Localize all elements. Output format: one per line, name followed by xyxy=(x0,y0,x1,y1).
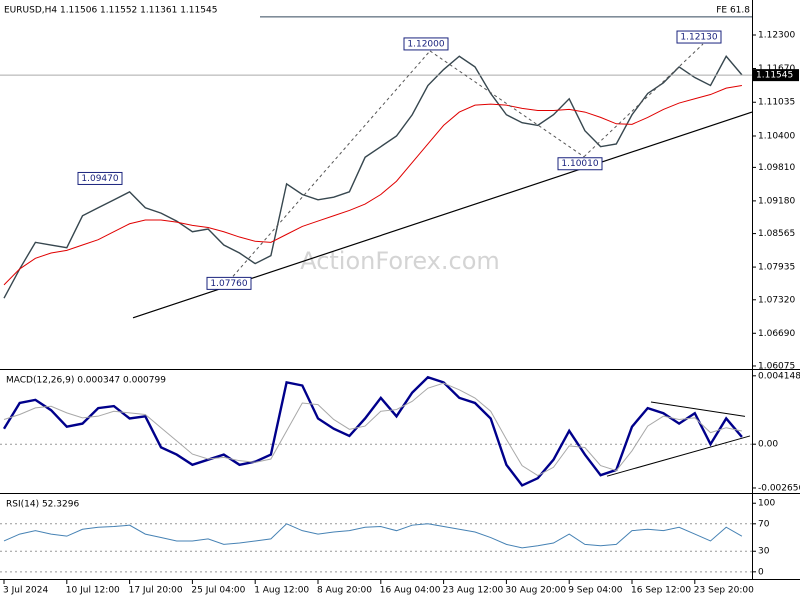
x-tick-label: 17 Jul 20:00 xyxy=(129,586,183,596)
trendline xyxy=(650,401,746,417)
x-tick-label: 30 Aug 20:00 xyxy=(505,586,566,596)
last-price-label: 1.11545 xyxy=(756,71,793,81)
annotation-box xyxy=(77,171,123,185)
y-tick-label: 1.09810 xyxy=(758,163,795,173)
series-line xyxy=(2,375,743,487)
y-tick-label: 1.06075 xyxy=(758,361,795,371)
y-tick-label: 70 xyxy=(758,519,770,529)
y-tick-label: 1.08565 xyxy=(758,229,795,239)
series-line xyxy=(3,85,742,286)
y-tick-label: 0.004148 xyxy=(758,371,800,381)
series-line xyxy=(3,382,743,477)
series-line xyxy=(3,55,743,299)
y-tick-label: -0.002656 xyxy=(758,483,800,493)
x-tick-label: 23 Sep 20:00 xyxy=(694,586,754,596)
y-tick-label: 30 xyxy=(758,547,770,557)
annotation-label: 1.12000 xyxy=(407,39,444,49)
y-tick-label: 1.10400 xyxy=(758,132,795,142)
x-tick-label: 23 Aug 12:00 xyxy=(443,586,504,596)
y-tick-label: 1.11035 xyxy=(758,98,795,108)
annotation-box xyxy=(557,157,603,171)
x-tick-label: 3 Jul 2024 xyxy=(3,586,48,596)
y-tick-label: 100 xyxy=(758,499,775,509)
x-tick-label: 9 Sep 04:00 xyxy=(568,586,623,596)
y-tick-label: 1.12300 xyxy=(758,30,795,40)
annotation-label: 1.10010 xyxy=(561,159,598,169)
y-tick-label: 1.07320 xyxy=(758,295,795,305)
x-tick-label: 10 Jul 12:00 xyxy=(66,586,120,596)
x-tick-label: 8 Aug 20:00 xyxy=(317,586,372,596)
x-tick-label: 1 Aug 12:00 xyxy=(254,586,309,596)
x-tick-label: 16 Sep 12:00 xyxy=(631,586,691,596)
y-tick-label: 1.09180 xyxy=(758,196,795,206)
panel-title: RSI(14) 52.3296 xyxy=(6,500,79,510)
fe-label: FE 61.8 xyxy=(716,5,750,15)
swing-line xyxy=(232,50,431,277)
swing-line xyxy=(429,50,585,158)
y-tick-label: 1.11670 xyxy=(758,64,795,74)
series-line xyxy=(3,523,743,549)
y-tick-label: 0.00 xyxy=(758,440,778,450)
annotation-box xyxy=(403,37,449,51)
annotation-label: 1.09470 xyxy=(81,174,118,184)
x-tick-label: 25 Jul 04:00 xyxy=(191,586,245,596)
watermark: ActionForex.com xyxy=(300,247,500,275)
header: EURUSD,H4 1.11506 1.11552 1.11361 1.1154… xyxy=(4,6,217,16)
x-tick-label: 16 Aug 04:00 xyxy=(380,586,441,596)
panel-title: MACD(12,26,9) 0.000347 0.000799 xyxy=(6,376,166,386)
y-tick-label: 0 xyxy=(758,567,764,577)
annotation-box xyxy=(206,276,252,290)
y-tick-label: 1.07935 xyxy=(758,263,795,273)
annotation-box xyxy=(676,30,722,44)
last-price-box xyxy=(752,69,799,82)
annotation-label: 1.12130 xyxy=(680,33,717,43)
annotation-label: 1.07760 xyxy=(210,279,247,289)
trendline xyxy=(606,435,751,477)
y-tick-label: 1.06690 xyxy=(758,329,795,339)
